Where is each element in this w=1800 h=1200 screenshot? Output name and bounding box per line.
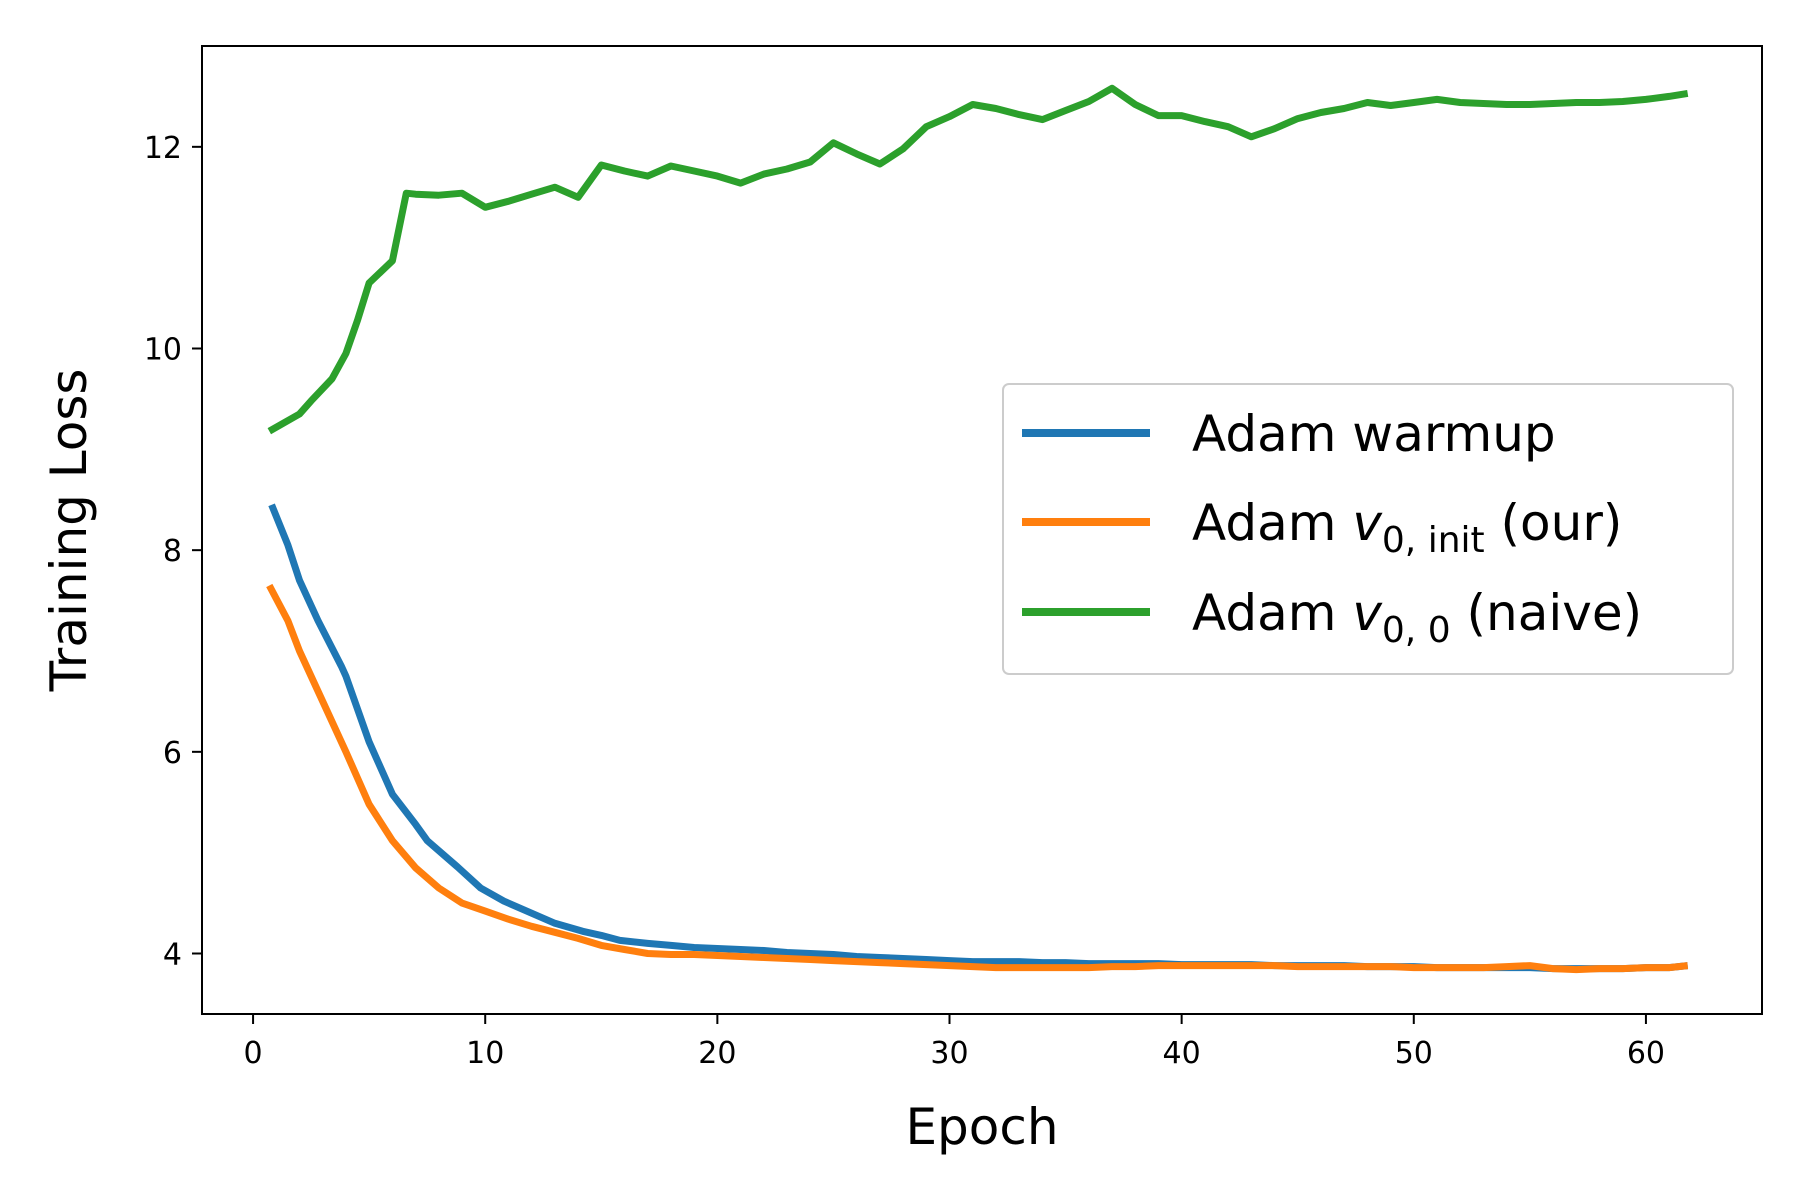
legend-label-text: Adam (1192, 494, 1352, 552)
series-line-3 (267, 84, 1689, 435)
y-axis-ticks: 4 6 8 10 12 (144, 131, 202, 973)
x-tick-label: 30 (930, 1036, 968, 1071)
legend-label-suffix: (naive) (1451, 584, 1642, 642)
plot-lines (266, 84, 1689, 974)
legend-label-2: Adam v0, init (our) (1192, 494, 1622, 561)
y-tick-label: 10 (144, 333, 182, 368)
y-tick-label: 8 (163, 534, 182, 569)
x-tick-label: 0 (244, 1036, 263, 1071)
legend-label-3: Adam v0, 0 (naive) (1192, 584, 1642, 651)
legend-label-subscript: 0, init (1382, 520, 1485, 561)
legend-label-text: Adam (1192, 584, 1352, 642)
legend-label-math: v (1352, 494, 1383, 552)
x-axis-ticks: 0 10 20 30 40 50 60 (244, 1014, 1665, 1071)
legend-label-1: Adam warmup (1192, 405, 1556, 463)
legend-box (1002, 383, 1734, 675)
y-tick-label: 12 (144, 131, 182, 166)
y-axis-title: Training Loss (40, 369, 98, 693)
x-tick-label: 50 (1395, 1036, 1433, 1071)
legend-label-subscript: 0, 0 (1382, 610, 1451, 651)
x-tick-label: 40 (1163, 1036, 1201, 1071)
x-tick-label: 60 (1627, 1036, 1665, 1071)
series-line-2 (266, 583, 1689, 974)
x-axis-title: Epoch (905, 1098, 1058, 1156)
x-tick-label: 20 (698, 1036, 736, 1071)
y-tick-label: 6 (163, 736, 182, 771)
plot-frame (201, 45, 1763, 1015)
legend-label-suffix: (our) (1485, 494, 1623, 552)
y-tick-label: 4 (163, 938, 182, 973)
legend-label-math: v (1352, 584, 1383, 642)
legend-label-text: Adam warmup (1192, 405, 1556, 463)
x-tick-label: 10 (466, 1036, 504, 1071)
